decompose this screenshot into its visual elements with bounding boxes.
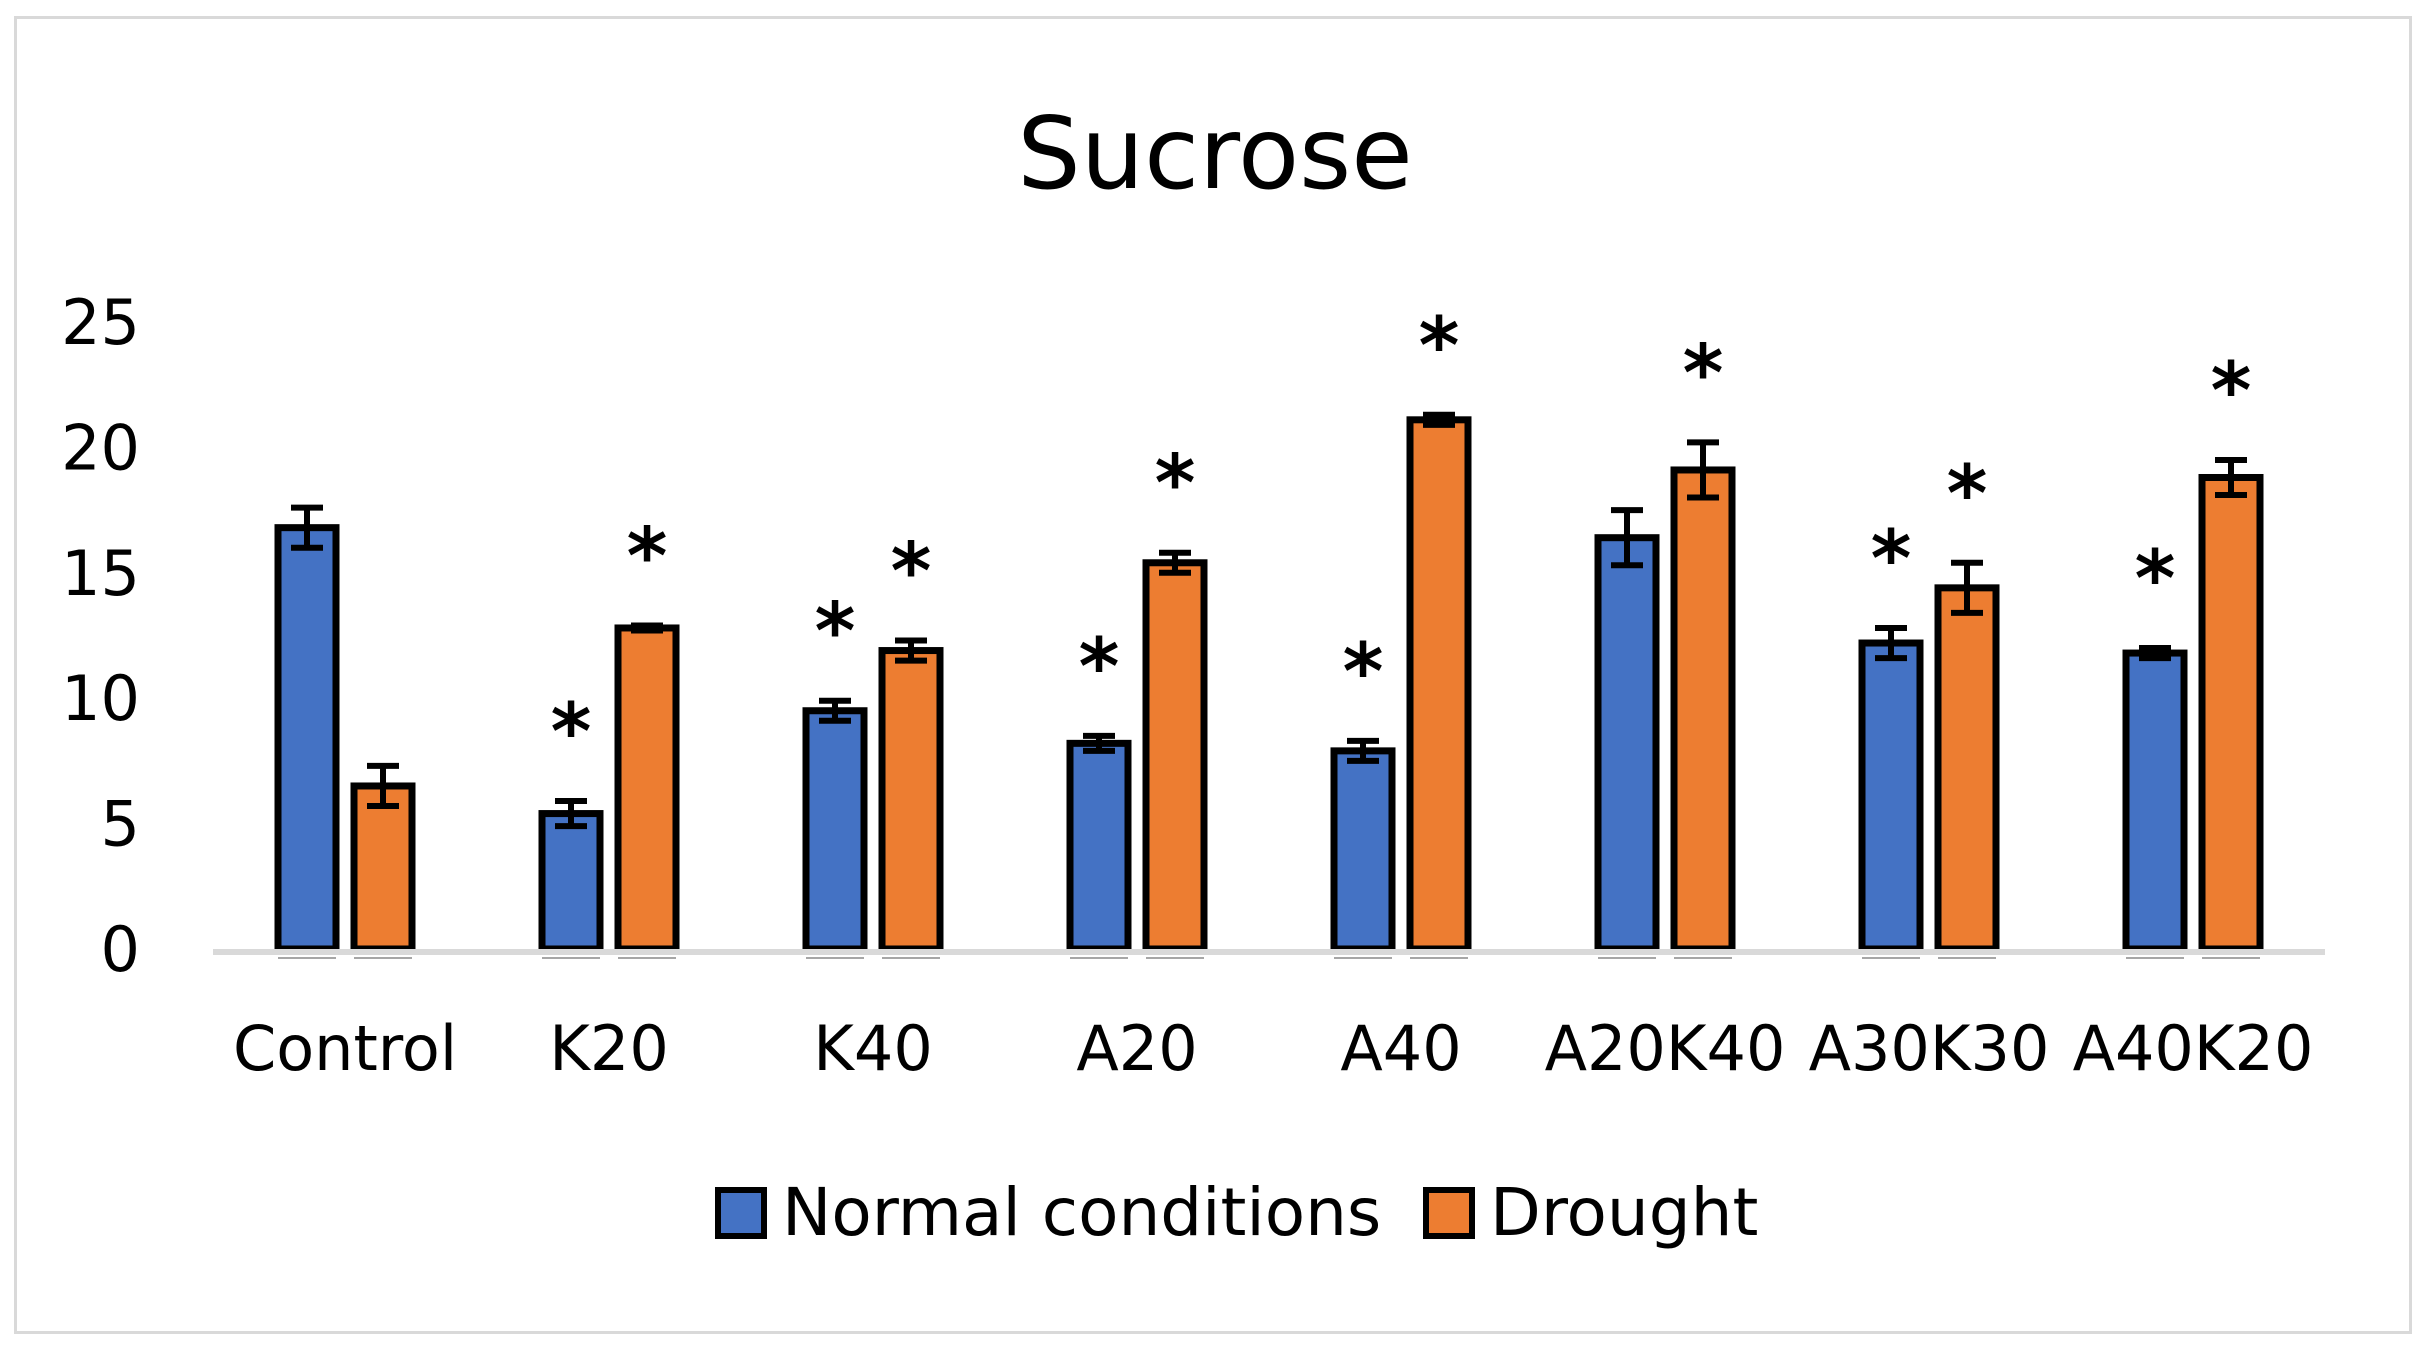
- bar-group-item: *: [2198, 347, 2264, 959]
- legend: Normal conditions Drought: [715, 1174, 1758, 1251]
- legend-swatch: [1423, 1187, 1475, 1239]
- significance-marker: *: [1343, 628, 1384, 718]
- bar-group-item: *: [614, 512, 680, 959]
- significance-marker: *: [551, 688, 592, 778]
- bars-layer: * * * * * * * * * * * * *: [274, 302, 2264, 959]
- bar: [878, 647, 944, 953]
- chart-title: Sucrose: [1017, 95, 1413, 212]
- significance-marker: *: [2135, 535, 2176, 625]
- bar: [1066, 739, 1132, 953]
- significance-marker: *: [1079, 623, 1120, 713]
- bar: [802, 707, 868, 953]
- y-tick-label: 15: [61, 537, 140, 610]
- bar-group-item: *: [1330, 628, 1396, 959]
- bar: [1858, 639, 1924, 953]
- bar-group-item: *: [1934, 450, 2000, 959]
- bar-group-item: [1594, 507, 1660, 959]
- significance-marker: *: [1947, 450, 1988, 540]
- significance-marker: *: [815, 588, 856, 678]
- significance-marker: *: [1683, 329, 1724, 419]
- bar: [1142, 559, 1208, 953]
- x-tick-label: K40: [813, 1012, 933, 1085]
- chart-frame: [14, 16, 2412, 1334]
- legend-label: Drought: [1490, 1174, 1758, 1251]
- bar-group-item: *: [878, 528, 944, 959]
- bar: [614, 624, 680, 953]
- x-axis-category-labels: Control K20 K40 A20 A40 A20K40 A30K30 A40K20: [233, 1012, 2313, 1085]
- y-tick-label: 5: [101, 788, 140, 861]
- y-tick-label: 25: [61, 286, 140, 359]
- bar-group-item: *: [2122, 535, 2188, 959]
- bar-group-item: *: [1142, 440, 1208, 959]
- bar-group-item: *: [1670, 329, 1736, 959]
- bar: [350, 782, 416, 953]
- legend-label: Normal conditions: [782, 1174, 1381, 1251]
- bar: [1934, 584, 2000, 953]
- significance-marker: *: [1871, 515, 1912, 605]
- bar-group-item: *: [538, 688, 604, 959]
- x-tick-label: K20: [549, 1012, 669, 1085]
- bar-group-item: *: [1066, 623, 1132, 959]
- bar-group-item: *: [802, 588, 868, 959]
- bar-group-item: *: [1406, 302, 1472, 959]
- bar-group-item: [350, 762, 416, 959]
- y-tick-label: 0: [101, 913, 140, 986]
- bar: [538, 810, 604, 953]
- legend-item: Normal conditions: [715, 1174, 1381, 1251]
- significance-marker: *: [1155, 440, 1196, 530]
- bar: [1330, 747, 1396, 953]
- x-tick-label: A40K20: [2073, 1012, 2314, 1085]
- bar: [1594, 534, 1660, 953]
- significance-marker: *: [1419, 302, 1460, 392]
- bar: [1670, 466, 1736, 953]
- y-tick-label: 20: [61, 411, 140, 484]
- bar-group-item: [274, 504, 340, 959]
- legend-item: Drought: [1423, 1174, 1758, 1251]
- y-axis-ticks: 0 5 10 15 20 25: [61, 286, 140, 986]
- significance-marker: *: [2211, 347, 2252, 437]
- y-tick-label: 10: [61, 662, 140, 735]
- bar: [274, 524, 340, 953]
- legend-swatch: [715, 1187, 767, 1239]
- significance-marker: *: [891, 528, 932, 618]
- x-tick-label: A40: [1340, 1012, 1461, 1085]
- significance-marker: *: [627, 512, 668, 602]
- bar-group-item: *: [1858, 515, 1924, 959]
- x-tick-label: A20K40: [1545, 1012, 1786, 1085]
- bar: [1406, 416, 1472, 953]
- bar: [2122, 649, 2188, 953]
- x-tick-label: A20: [1076, 1012, 1197, 1085]
- bar: [2198, 473, 2264, 953]
- x-tick-label: Control: [233, 1012, 457, 1085]
- x-tick-label: A30K30: [1809, 1012, 2050, 1085]
